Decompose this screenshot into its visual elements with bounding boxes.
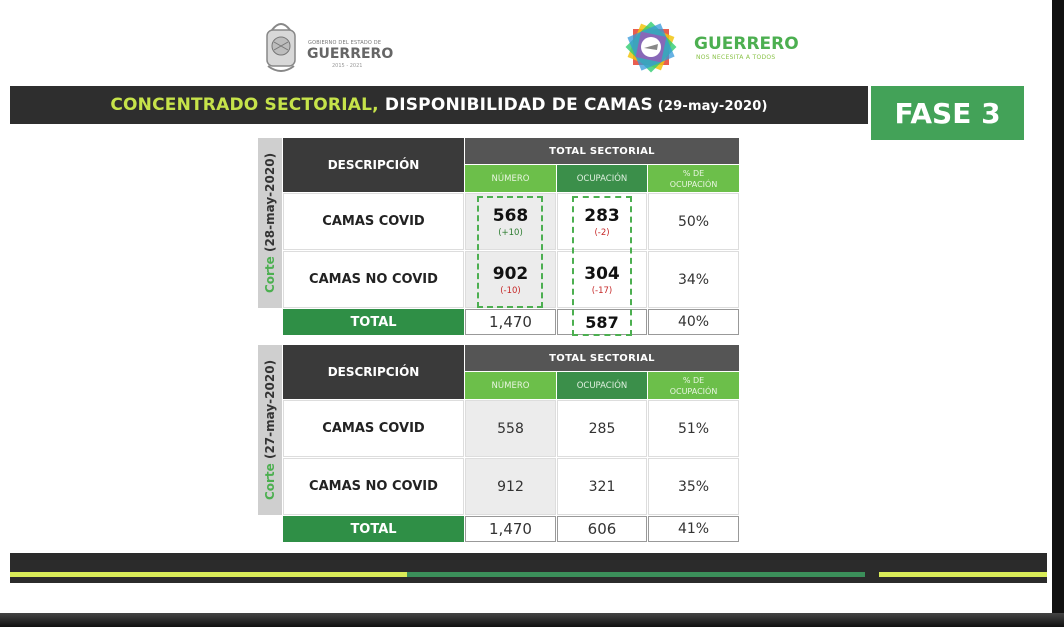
row-number-cell: 902 (-10) bbox=[465, 251, 556, 308]
row-occupancy-cell: 283 (-2) bbox=[557, 193, 647, 250]
title-highlight: CONCENTRADO SECTORIAL, bbox=[110, 95, 379, 115]
total-occupancy-percent: 41% bbox=[648, 516, 739, 542]
total-number: 1,470 bbox=[465, 516, 556, 542]
header-pct-line1: % DE bbox=[682, 168, 705, 178]
bed-availability-table-current: Corte (28-may-2020) DESCRIPCIÓN TOTAL SE… bbox=[258, 138, 740, 336]
total-occupancy-percent: 40% bbox=[648, 309, 739, 335]
cutoff-prefix: Corte bbox=[263, 256, 277, 294]
row-occupancy-cell: 304 (-17) bbox=[557, 251, 647, 308]
header-total-sectorial: TOTAL SECTORIAL bbox=[465, 138, 739, 164]
row-description: CAMAS NO COVID bbox=[283, 251, 464, 308]
header-number: NÚMERO bbox=[465, 165, 556, 192]
cutoff-side-label: Corte (28-may-2020) bbox=[258, 138, 282, 308]
total-label: TOTAL bbox=[283, 309, 464, 335]
row-number-change: (+10) bbox=[498, 227, 523, 238]
brand-logo-slogan: NOS NECESITA A TODOS bbox=[696, 54, 776, 61]
row-occupancy-value: 304 bbox=[584, 263, 620, 284]
header-description: DESCRIPCIÓN bbox=[283, 138, 464, 192]
row-number-cell: 558 bbox=[465, 400, 556, 457]
row-description: CAMAS NO COVID bbox=[283, 458, 464, 515]
total-label: TOTAL bbox=[283, 516, 464, 542]
screen-frame-right bbox=[1052, 0, 1064, 627]
government-logo: GOBIERNO DEL ESTADO DE GUERRERO 2015 - 2… bbox=[262, 16, 402, 78]
header-pct-line1: % DE bbox=[682, 375, 705, 385]
row-description: CAMAS COVID bbox=[283, 400, 464, 457]
header-occupancy: OCUPACIÓN bbox=[557, 372, 647, 399]
screen-frame-bottom bbox=[0, 613, 1064, 627]
row-number-value: 912 bbox=[497, 478, 524, 495]
row-description: CAMAS COVID bbox=[283, 193, 464, 250]
gov-logo-name: GUERRERO bbox=[307, 46, 394, 62]
title-date: (29-may-2020) bbox=[652, 99, 768, 114]
footer-stripe-lime bbox=[10, 572, 407, 577]
cutoff-side-label: Corte (27-may-2020) bbox=[258, 345, 282, 515]
title-bar: CONCENTRADO SECTORIAL, DISPONIBILIDAD DE… bbox=[10, 86, 868, 124]
footer-bar bbox=[10, 553, 1047, 583]
row-occupancy-value: 283 bbox=[584, 205, 620, 226]
row-number-cell: 568 (+10) bbox=[465, 193, 556, 250]
gov-logo-caption: GOBIERNO DEL ESTADO DE bbox=[308, 40, 382, 46]
state-seal-icon bbox=[266, 23, 296, 72]
row-occupancy-value: 285 bbox=[588, 420, 616, 437]
phase-badge: FASE 3 bbox=[871, 86, 1024, 140]
row-number-value: 902 bbox=[492, 263, 529, 284]
title-main: DISPONIBILIDAD DE CAMAS bbox=[378, 95, 653, 115]
total-number: 1,470 bbox=[465, 309, 556, 335]
row-occupancy-percent: 34% bbox=[648, 251, 739, 308]
footer-stripe-lime-right bbox=[879, 572, 1047, 577]
header-number: NÚMERO bbox=[465, 372, 556, 399]
row-number-change: (-10) bbox=[500, 285, 521, 296]
row-occupancy-cell: 321 bbox=[557, 458, 647, 515]
header-occupancy: OCUPACIÓN bbox=[557, 165, 647, 192]
row-occupancy-cell: 285 bbox=[557, 400, 647, 457]
row-occupancy-percent: 35% bbox=[648, 458, 739, 515]
brand-logo-name: GUERRERO bbox=[694, 34, 799, 54]
header-pct-line2: OCUPACIÓN bbox=[669, 386, 718, 396]
row-occupancy-change: (-17) bbox=[591, 285, 613, 296]
header-pct-line2: OCUPACIÓN bbox=[669, 179, 718, 189]
row-occupancy-change: (-2) bbox=[594, 227, 610, 238]
brand-logo: GUERRERO NOS NECESITA A TODOS bbox=[624, 20, 814, 76]
row-occupancy-percent: 51% bbox=[648, 400, 739, 457]
row-number-cell: 912 bbox=[465, 458, 556, 515]
header-occupancy-percent: % DE OCUPACIÓN bbox=[648, 372, 739, 399]
row-number-value: 568 bbox=[492, 205, 529, 226]
page-title: CONCENTRADO SECTORIAL, DISPONIBILIDAD DE… bbox=[110, 95, 767, 115]
colorful-rosette-icon bbox=[625, 21, 677, 73]
cutoff-date: (27-may-2020) bbox=[263, 359, 277, 464]
header-description: DESCRIPCIÓN bbox=[283, 345, 464, 399]
header-occupancy-percent: % DE OCUPACIÓN bbox=[648, 165, 739, 192]
total-occupancy: 587 bbox=[557, 309, 647, 335]
header-total-sectorial: TOTAL SECTORIAL bbox=[465, 345, 739, 371]
cutoff-date: (28-may-2020) bbox=[263, 152, 277, 257]
gov-logo-years: 2015 - 2021 bbox=[332, 63, 363, 69]
row-occupancy-value: 321 bbox=[588, 478, 616, 495]
row-occupancy-percent: 50% bbox=[648, 193, 739, 250]
cutoff-prefix: Corte bbox=[263, 463, 277, 501]
footer-stripe-green bbox=[407, 572, 865, 577]
total-occupancy: 606 bbox=[557, 516, 647, 542]
bed-availability-table-previous: Corte (27-may-2020) DESCRIPCIÓN TOTAL SE… bbox=[258, 345, 740, 543]
row-number-value: 558 bbox=[497, 420, 524, 437]
